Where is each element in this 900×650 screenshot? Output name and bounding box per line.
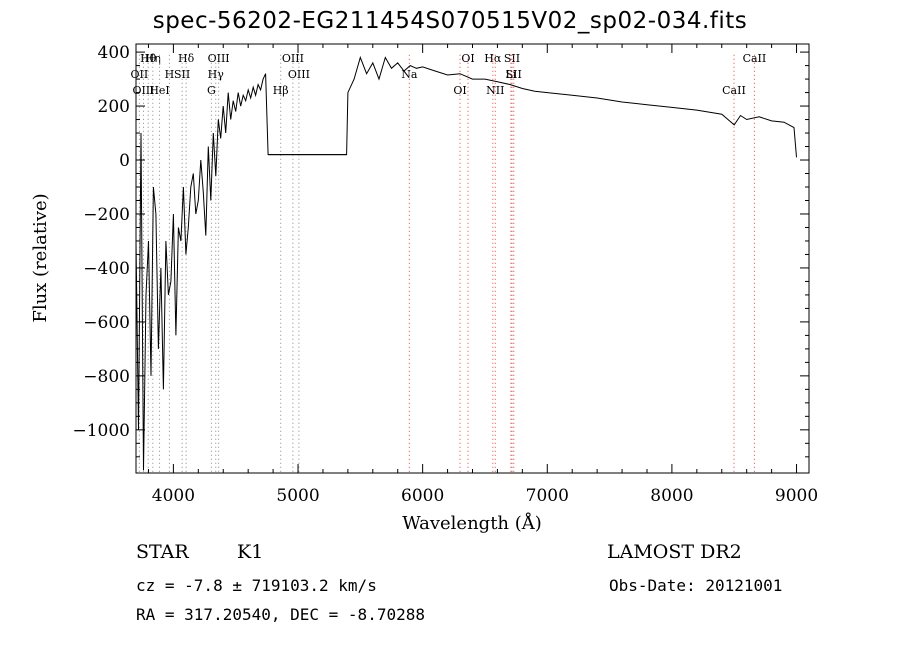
red-marker-label: Hα xyxy=(484,52,502,65)
gray-marker-label: Hβ xyxy=(273,84,289,97)
y-tick-label: −800 xyxy=(83,367,130,387)
y-tick-label: −1000 xyxy=(72,421,130,441)
y-axis-label: Flux (relative) xyxy=(30,193,51,322)
object-subclass: K1 xyxy=(237,541,264,563)
gray-marker-label: Hγ xyxy=(208,68,225,81)
x-tick-label: 5000 xyxy=(276,486,319,506)
redshift-readout: cz = -7.8 ± 719103.2 km/s xyxy=(136,576,377,595)
x-tick-label: 8000 xyxy=(650,486,693,506)
gray-marker-label: G xyxy=(207,84,216,97)
y-tick-label: −400 xyxy=(83,259,130,279)
gray-marker-label: Hη xyxy=(145,52,161,65)
red-marker-label: SII xyxy=(506,68,522,81)
spectrum-series xyxy=(135,55,797,471)
x-tick-label: 6000 xyxy=(401,486,444,506)
x-tick-label: 4000 xyxy=(152,486,195,506)
gray-marker-label: SII xyxy=(174,68,190,81)
red-marker-label: CaII xyxy=(743,52,767,65)
gray-marker-label: OIII xyxy=(132,84,154,97)
plot-frame xyxy=(135,43,810,474)
gray-marker-label: OIII xyxy=(288,68,310,81)
gray-marker-label: H xyxy=(165,68,175,81)
red-marker-label: Li xyxy=(505,68,516,81)
gray-marker-label: Hδ xyxy=(178,52,195,65)
object-class: STAR xyxy=(136,541,189,563)
x-tick-label: 9000 xyxy=(775,486,818,506)
y-tick-label: 400 xyxy=(98,43,130,63)
survey-name: LAMOST DR2 xyxy=(607,541,742,563)
ra-dec-readout: RA = 317.20540, DEC = -8.70288 xyxy=(136,605,425,624)
y-tick-label: −200 xyxy=(83,205,130,225)
chart-title: spec-56202-EG211454S070515V02_sp02-034.f… xyxy=(152,8,748,34)
spectrum-line xyxy=(135,55,797,471)
red-marker-label: Na xyxy=(401,68,418,81)
y-tick-label: 200 xyxy=(98,97,130,117)
red-marker-label: SII xyxy=(504,52,520,65)
y-tick-label: 0 xyxy=(119,151,130,171)
gray-marker-label: OIII xyxy=(208,52,230,65)
axes: 4000 5000 6000 7000 8000 9000 400 200 0 −200 −400 −… xyxy=(72,43,818,506)
x-axis-label: Wavelength (Å) xyxy=(402,512,542,534)
y-tick-label: −600 xyxy=(83,313,130,333)
red-marker-label: CaII xyxy=(722,84,746,97)
obs-date: Obs-Date: 20121001 xyxy=(609,576,783,595)
red-marker-label: OI xyxy=(461,52,474,65)
red-marker-label: NII xyxy=(486,84,504,97)
gray-marker-label: OIII xyxy=(282,52,304,65)
spectral-line-markers: HθOIIOIIIHηHHeIHδSIIGOIIIHγHβOIIIOIIIHαN… xyxy=(131,52,767,473)
gray-marker-label: HeI xyxy=(149,84,169,97)
red-marker-label: OI xyxy=(453,84,466,97)
x-tick-label: 7000 xyxy=(526,486,569,506)
